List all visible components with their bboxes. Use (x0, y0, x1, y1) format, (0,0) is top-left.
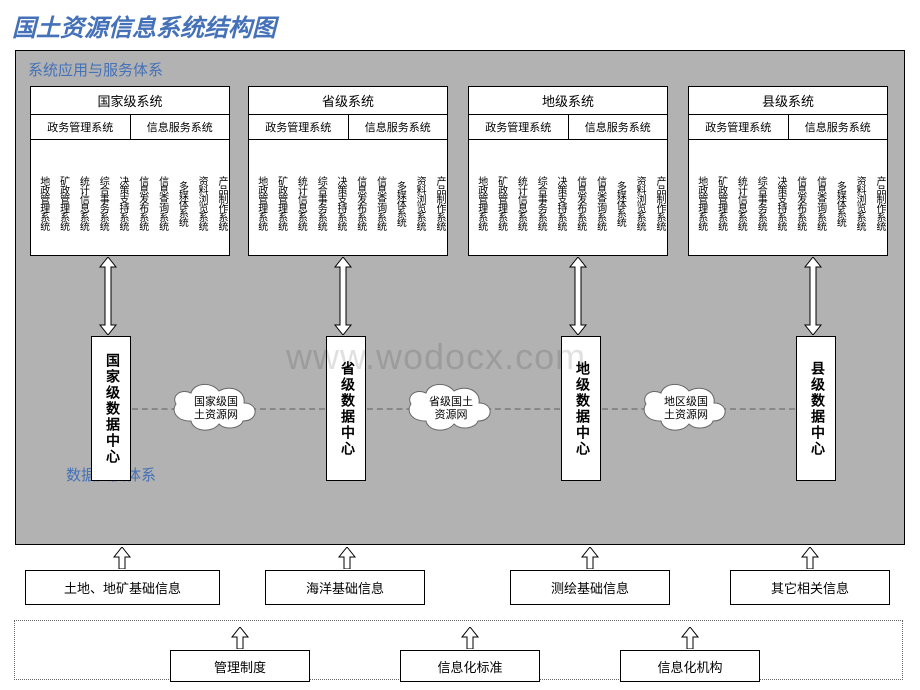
system-col: 地政管理系统 (469, 144, 489, 260)
system-cols: 地政管理系统矿政管理系统统计信息系统综合事务系统决策支持系统信息发布系统信息查询… (689, 140, 887, 260)
system-sub-right: 信息服务系统 (349, 115, 448, 139)
data-center: 国家级数据中心 (91, 336, 131, 481)
info-source-box: 海洋基础信息 (265, 570, 425, 605)
system-col: 产品制作系统 (647, 144, 667, 260)
main-frame: 系统应用与服务体系 www.wodocx.com 数据交换体系 国家级系统政务管… (15, 50, 905, 545)
foundation-box: 信息化机构 (620, 650, 760, 682)
foundation-box: 信息化标准 (400, 650, 540, 682)
arrow-up-icon (110, 547, 134, 569)
arrow-bidirectional-icon (96, 257, 120, 335)
system-col: 矿政管理系统 (709, 144, 729, 260)
arrow-up-icon (798, 547, 822, 569)
arrow-bidirectional-icon (331, 257, 355, 335)
system-col: 综合事务系统 (308, 144, 328, 260)
system-col: 决策支持系统 (328, 144, 348, 260)
system-col: 多媒体系统 (608, 144, 628, 260)
system-col: 资料浏览系统 (189, 144, 209, 260)
system-col: 统计信息系统 (71, 144, 91, 260)
system-col: 决策支持系统 (768, 144, 788, 260)
system-col: 信息发布系统 (130, 144, 150, 260)
system-col: 多媒体系统 (170, 144, 190, 260)
system-col: 统计信息系统 (729, 144, 749, 260)
system-col: 资料浏览系统 (627, 144, 647, 260)
system-subrow: 政务管理系统信息服务系统 (249, 115, 447, 140)
system-subrow: 政务管理系统信息服务系统 (689, 115, 887, 140)
info-source-box: 其它相关信息 (730, 570, 890, 605)
data-center-label: 县级数据中心 (806, 361, 826, 457)
page-title: 国土资源信息系统结构图 (0, 0, 920, 51)
system-title: 地级系统 (469, 87, 667, 115)
system-cols: 地政管理系统矿政管理系统统计信息系统综合事务系统决策支持系统信息发布系统信息查询… (31, 140, 229, 260)
system-col: 信息发布系统 (348, 144, 368, 260)
system-subrow: 政务管理系统信息服务系统 (31, 115, 229, 140)
system-sub-left: 政务管理系统 (249, 115, 349, 139)
cloud-label: 省级国土资源网 (396, 396, 506, 422)
system-col: 产品制作系统 (209, 144, 229, 260)
system-col: 决策支持系统 (110, 144, 130, 260)
section-top-label: 系统应用与服务体系 (28, 59, 163, 80)
system-col: 决策支持系统 (548, 144, 568, 260)
system-col: 地政管理系统 (689, 144, 709, 260)
arrow-bidirectional-icon (801, 257, 825, 335)
system-sub-right: 信息服务系统 (789, 115, 888, 139)
cloud: 国家级国土资源网 (161, 376, 271, 441)
system-col: 信息发布系统 (568, 144, 588, 260)
system-col: 统计信息系统 (289, 144, 309, 260)
watermark: www.wodocx.com (286, 336, 586, 378)
system-sub-right: 信息服务系统 (131, 115, 230, 139)
system-col: 矿政管理系统 (489, 144, 509, 260)
system-col: 矿政管理系统 (269, 144, 289, 260)
system-col: 产品制作系统 (867, 144, 887, 260)
system-col: 信息查询系统 (588, 144, 608, 260)
data-center-label: 国家级数据中心 (101, 353, 121, 465)
arrow-up-icon (578, 547, 602, 569)
system-box: 地级系统政务管理系统信息服务系统地政管理系统矿政管理系统统计信息系统综合事务系统… (468, 86, 668, 256)
system-col: 信息查询系统 (368, 144, 388, 260)
system-cols: 地政管理系统矿政管理系统统计信息系统综合事务系统决策支持系统信息发布系统信息查询… (249, 140, 447, 260)
cloud-label: 地区级国土资源网 (631, 396, 741, 422)
system-subrow: 政务管理系统信息服务系统 (469, 115, 667, 140)
arrow-up-icon (458, 627, 482, 649)
system-col: 多媒体系统 (828, 144, 848, 260)
cloud-label: 国家级国土资源网 (161, 396, 271, 422)
system-col: 地政管理系统 (31, 144, 51, 260)
system-col: 矿政管理系统 (51, 144, 71, 260)
foundation-box: 管理制度 (170, 650, 310, 682)
arrow-up-icon (228, 627, 252, 649)
arrow-bidirectional-icon (566, 257, 590, 335)
system-box: 国家级系统政务管理系统信息服务系统地政管理系统矿政管理系统统计信息系统综合事务系… (30, 86, 230, 256)
system-cols: 地政管理系统矿政管理系统统计信息系统综合事务系统决策支持系统信息发布系统信息查询… (469, 140, 667, 260)
system-col: 信息查询系统 (150, 144, 170, 260)
arrow-up-icon (678, 627, 702, 649)
cloud: 省级国土资源网 (396, 376, 506, 441)
system-col: 信息发布系统 (788, 144, 808, 260)
data-center: 县级数据中心 (796, 336, 836, 481)
system-sub-left: 政务管理系统 (689, 115, 789, 139)
system-sub-left: 政务管理系统 (31, 115, 131, 139)
cloud: 地区级国土资源网 (631, 376, 741, 441)
system-title: 省级系统 (249, 87, 447, 115)
system-col: 综合事务系统 (748, 144, 768, 260)
system-sub-left: 政务管理系统 (469, 115, 569, 139)
system-title: 国家级系统 (31, 87, 229, 115)
system-box: 省级系统政务管理系统信息服务系统地政管理系统矿政管理系统统计信息系统综合事务系统… (248, 86, 448, 256)
system-col: 综合事务系统 (90, 144, 110, 260)
system-col: 资料浏览系统 (847, 144, 867, 260)
info-source-box: 测绘基础信息 (510, 570, 670, 605)
system-title: 县级系统 (689, 87, 887, 115)
system-col: 信息查询系统 (808, 144, 828, 260)
info-source-box: 土地、地矿基础信息 (25, 570, 220, 605)
arrow-up-icon (335, 547, 359, 569)
system-col: 产品制作系统 (427, 144, 447, 260)
system-col: 资料浏览系统 (407, 144, 427, 260)
system-box: 县级系统政务管理系统信息服务系统地政管理系统矿政管理系统统计信息系统综合事务系统… (688, 86, 888, 256)
system-col: 多媒体系统 (388, 144, 408, 260)
system-col: 地政管理系统 (249, 144, 269, 260)
system-col: 统计信息系统 (509, 144, 529, 260)
system-sub-right: 信息服务系统 (569, 115, 668, 139)
system-col: 综合事务系统 (528, 144, 548, 260)
